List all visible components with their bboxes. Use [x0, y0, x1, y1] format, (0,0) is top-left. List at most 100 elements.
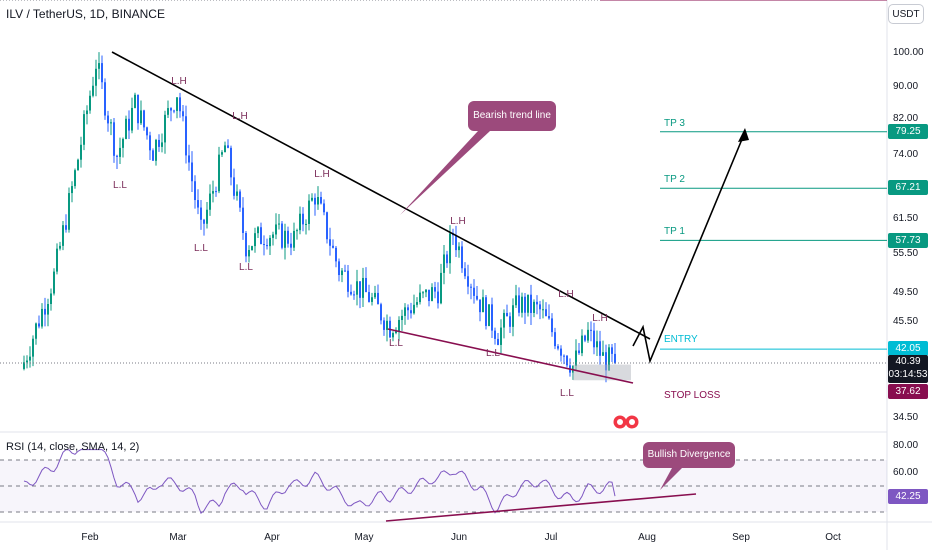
candle-body	[596, 341, 598, 348]
candle-body	[191, 162, 193, 182]
candle-body	[251, 246, 253, 251]
candle-body	[212, 191, 214, 194]
pivot-label-ll: L.L	[560, 388, 574, 399]
candle-body	[551, 318, 553, 333]
candle-body	[407, 307, 409, 311]
candle-body	[86, 110, 88, 115]
rsi-divergence-line	[385, 493, 697, 522]
support-line	[387, 328, 634, 384]
candle-body	[188, 155, 190, 163]
candle-body	[545, 309, 547, 317]
candle-body	[308, 200, 310, 224]
candle-body	[530, 294, 532, 313]
projection-path	[632, 131, 746, 364]
candle-body	[287, 230, 289, 244]
candle-body	[404, 307, 406, 316]
candle-body	[149, 135, 151, 151]
candle-body	[293, 230, 295, 248]
candle-body	[371, 297, 373, 302]
candle-body	[35, 323, 37, 339]
candle-body	[71, 186, 73, 194]
candle-body	[401, 315, 403, 320]
chart-title: ILV / TetherUS, 1D, BINANCE	[6, 7, 165, 21]
news-flag-icon	[617, 419, 623, 425]
candle-body	[140, 110, 142, 124]
pivot-label-ll: L.L	[486, 348, 500, 359]
candle-body	[590, 329, 592, 331]
candle-body	[542, 309, 544, 311]
currency-button[interactable]: USDT	[888, 4, 924, 24]
candle-body	[353, 294, 355, 296]
candle-body	[602, 352, 604, 356]
candle-body	[176, 97, 178, 111]
candle-body	[599, 341, 601, 356]
candle-body	[230, 147, 232, 178]
candle-body	[320, 197, 322, 204]
pivot-label-ll: L.L	[389, 338, 403, 349]
candle-body	[362, 277, 364, 298]
candle-body	[518, 295, 520, 313]
candle-body	[152, 150, 154, 161]
candle-body	[335, 247, 337, 262]
candle-body	[578, 350, 580, 354]
bullish-divergence-callout: Bullish Divergence	[643, 442, 735, 468]
candle-body	[128, 118, 130, 131]
candle-body	[608, 347, 610, 371]
candle-body	[284, 230, 286, 248]
pivot-label-lh: L.H	[314, 169, 330, 180]
candle-body	[59, 245, 61, 249]
candle-body	[575, 350, 577, 366]
candle-body	[131, 107, 133, 131]
x-tick: Jul	[544, 532, 558, 543]
candle-body	[56, 248, 58, 272]
candle-body	[527, 294, 529, 313]
candle-body	[224, 145, 226, 153]
stop-loss-price-tag: 37.62	[888, 384, 928, 399]
candle-body	[584, 335, 586, 341]
candle-body	[380, 304, 382, 321]
candle-body	[605, 352, 607, 371]
candle-body	[554, 332, 556, 347]
candle-body	[461, 246, 463, 269]
candle-body	[50, 293, 52, 304]
candle-body	[218, 154, 220, 192]
candle-body	[245, 232, 247, 257]
candle-body	[425, 289, 427, 293]
candle-body	[239, 191, 241, 208]
candle-body	[197, 200, 199, 208]
candle-body	[416, 302, 418, 305]
candle-body	[548, 316, 550, 319]
candle-body	[260, 227, 262, 245]
tp2-price-tag: 67.21	[888, 180, 928, 195]
candle-body	[38, 323, 40, 327]
candle-body	[161, 142, 163, 147]
candle-body	[254, 233, 256, 247]
bullish-callout-pointer	[660, 468, 682, 490]
candle-body	[434, 287, 436, 292]
candle-body	[515, 295, 517, 306]
candle-body	[392, 333, 394, 338]
y-tick: 49.50	[893, 287, 919, 298]
x-tick: Jun	[450, 532, 468, 543]
x-tick: Oct	[825, 532, 841, 543]
x-tick: May	[354, 532, 374, 543]
candle-body	[23, 362, 25, 369]
last-price-tag: 40.39 03:14:53	[888, 355, 928, 383]
candle-body	[290, 243, 292, 248]
candle-body	[485, 297, 487, 326]
candle-body	[443, 254, 445, 273]
stop-loss-label: STOP LOSS	[664, 390, 721, 401]
rsi-tick: 60.00	[893, 467, 919, 478]
candle-body	[410, 310, 412, 314]
rsi-title: RSI (14, close, SMA, 14, 2)	[6, 441, 140, 453]
candle-body	[482, 297, 484, 313]
candle-body	[68, 193, 70, 230]
candle-body	[344, 270, 346, 272]
pivot-label-lh: L.H	[592, 313, 608, 324]
candle-body	[563, 355, 565, 357]
candle-body	[488, 304, 490, 326]
last-price: 40.39	[895, 356, 921, 367]
pivot-label-ll: L.L	[239, 262, 253, 273]
candle-body	[506, 312, 508, 317]
tp1-price-tag: 57.73	[888, 233, 928, 248]
